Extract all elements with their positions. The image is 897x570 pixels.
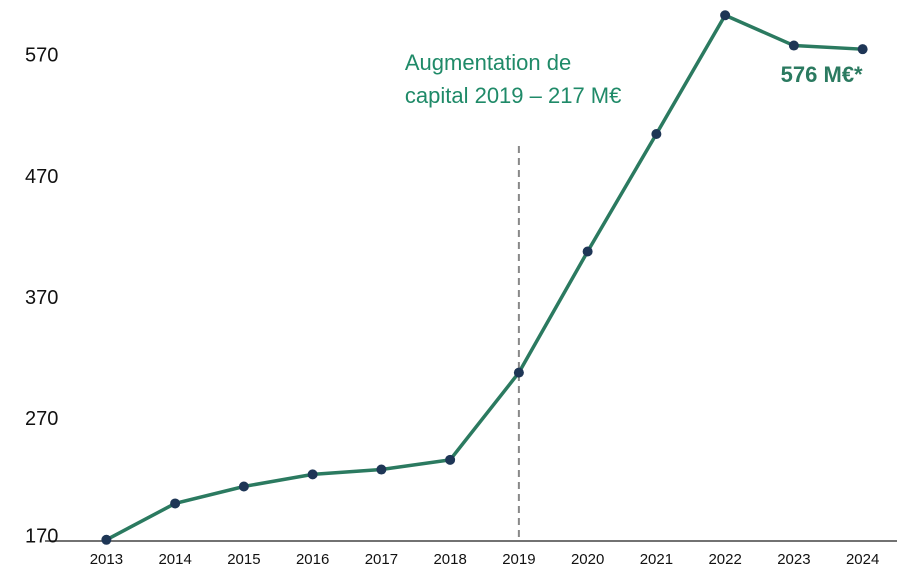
- y-tick-label: 270: [25, 408, 58, 430]
- marker: [238, 481, 249, 492]
- line: [105, 13, 863, 542]
- marker: [307, 469, 318, 480]
- y-tick-label: 370: [25, 287, 58, 309]
- x-tick-label: 2016: [296, 551, 329, 568]
- marker: [788, 40, 799, 51]
- x-tick-label: 2018: [433, 551, 466, 568]
- marker: [445, 454, 456, 465]
- annotation: Augmentation de: [405, 50, 571, 75]
- x-tick-label: 2015: [227, 551, 260, 568]
- annotation: capital 2019 – 217 M€: [405, 83, 622, 108]
- x-tick-label: 2020: [571, 551, 604, 568]
- y-tick-label: 170: [25, 525, 58, 547]
- y-tick-label: 570: [25, 45, 58, 67]
- marker: [376, 464, 387, 475]
- y-tick-label: 470: [25, 166, 58, 188]
- x-tick-label: 2013: [90, 551, 123, 568]
- marker: [513, 367, 524, 378]
- x-tick-label: 2017: [365, 551, 398, 568]
- x-tick-label: 2021: [640, 551, 673, 568]
- marker: [857, 44, 868, 55]
- x-tick-label: 2022: [708, 551, 741, 568]
- x-tick-label: 2014: [158, 551, 191, 568]
- marker: [582, 246, 593, 257]
- marker: [651, 128, 662, 139]
- marker: [720, 10, 731, 21]
- marker: [101, 534, 112, 545]
- x-tick-label: 2019: [502, 551, 535, 568]
- x-tick-label: 2023: [777, 551, 810, 568]
- x-tick-label: 2024: [846, 551, 879, 568]
- marker: [170, 498, 181, 509]
- data-label: 576 M€*: [781, 62, 863, 87]
